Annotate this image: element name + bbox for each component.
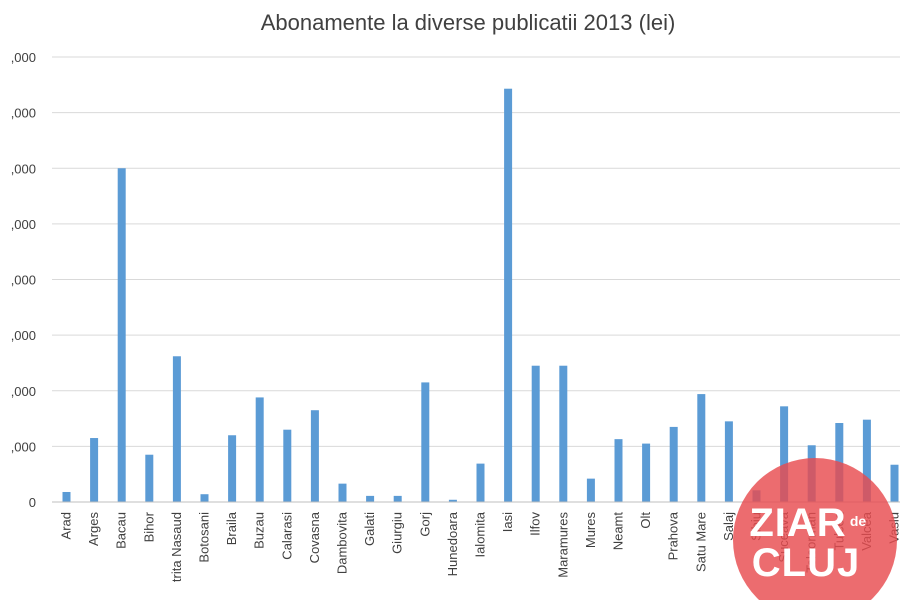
x-tick-label: Satu Mare (693, 512, 708, 572)
x-tick-label: Hunedoara (445, 511, 460, 576)
bar-iasi (504, 88, 513, 503)
x-tick-label: Mures (583, 512, 598, 549)
y-tick-label: ,000 (11, 384, 36, 399)
bar-neamt (614, 439, 623, 502)
bar-salaj (724, 421, 733, 502)
x-tick-label: Maramures (555, 512, 570, 578)
x-tick-label: Bihor (141, 511, 156, 542)
bar-satu-mare (697, 394, 706, 502)
y-tick-label: ,000 (11, 50, 36, 65)
bar-ilfov (531, 365, 540, 502)
bar-hunedoara (448, 499, 457, 502)
bar-bihor (145, 454, 154, 502)
bar-prahova (669, 426, 678, 502)
logo-text-ziar: ZIAR (749, 501, 846, 545)
bar-suceava (780, 406, 789, 502)
x-tick-label: Iasi (500, 512, 515, 532)
x-tick-label: Botosani (197, 512, 212, 563)
bar-mures (586, 478, 595, 502)
bar-bacau (117, 168, 126, 502)
x-tick-label: Ilfov (528, 512, 543, 536)
bar-galati (366, 495, 375, 502)
bar-valcea (862, 419, 871, 502)
logo-text-cluj: CLUJ (752, 541, 860, 585)
x-tick-label: Braila (224, 511, 239, 545)
logo-text-de: de (850, 513, 867, 529)
x-tick-label: Arad (59, 512, 74, 539)
bar-dambovita (338, 483, 347, 502)
bar-arges (90, 438, 99, 502)
bars (62, 88, 899, 503)
y-tick-label: ,000 (11, 439, 36, 454)
x-tick-label: Salaj (721, 512, 736, 541)
logo-circle (733, 458, 897, 600)
bar-bistrita-nasaud (172, 356, 181, 502)
x-tick-label: Calarasi (279, 512, 294, 560)
bar-arad (62, 491, 71, 502)
y-axis-tick-labels: 0 ,000 ,000 ,000 ,000 ,000 ,000 ,000 ,000 (11, 50, 36, 510)
bar-ialomita (476, 463, 485, 502)
bar-giurgiu (393, 495, 402, 502)
x-tick-label: Giurgiu (390, 512, 405, 554)
bar-vaslui (890, 464, 899, 502)
x-tick-label: Gorj (417, 512, 432, 537)
bar-botosani (200, 494, 209, 502)
x-tick-label: Neamt (611, 512, 626, 551)
bar-covasna (310, 410, 319, 502)
bar-buzau (255, 397, 264, 502)
x-tick-label: Ialomita (473, 511, 488, 557)
ziar-de-cluj-logo: ZIAR de CLUJ (733, 458, 897, 600)
y-tick-label: 0 (29, 495, 36, 510)
x-tick-label: Arges (86, 512, 101, 546)
y-tick-label: ,000 (11, 161, 36, 176)
y-tick-label: ,000 (11, 273, 36, 288)
y-tick-label: ,000 (11, 217, 36, 232)
x-tick-label: Covasna (307, 511, 322, 563)
bar-calarasi (283, 429, 292, 502)
bar-gorj (421, 382, 430, 502)
x-tick-label: Prahova (666, 511, 681, 560)
bar-maramures (559, 365, 568, 502)
x-tick-label: trita Nasaud (169, 512, 184, 582)
chart-title: Abonamente la diverse publicatii 2013 (l… (261, 10, 676, 35)
x-tick-label: Buzau (252, 512, 267, 549)
y-tick-label: ,000 (11, 106, 36, 121)
x-tick-label: Dambovita (335, 511, 350, 574)
bar-braila (228, 435, 237, 502)
x-tick-label: Bacau (114, 512, 129, 549)
bar-olt (642, 443, 651, 502)
gridlines (52, 56, 900, 447)
x-tick-label: Olt (638, 512, 653, 529)
y-tick-label: ,000 (11, 328, 36, 343)
x-tick-label: Galati (362, 512, 377, 546)
